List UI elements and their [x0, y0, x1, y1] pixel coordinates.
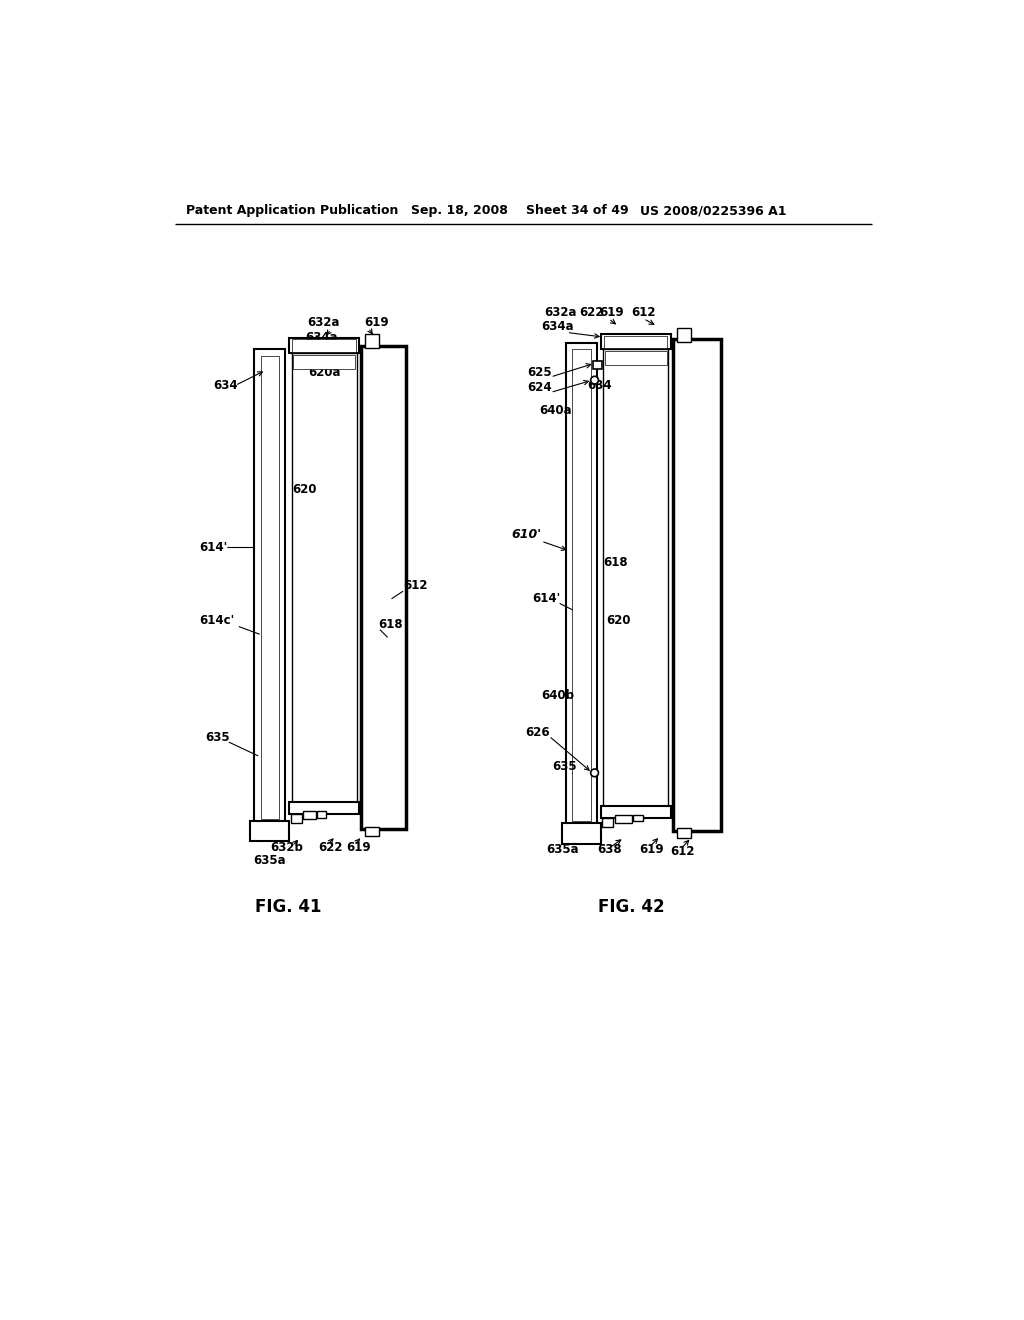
Text: FIG. 42: FIG. 42 — [598, 898, 665, 916]
Bar — [366, 826, 379, 836]
Text: 635a: 635a — [547, 843, 580, 857]
Text: 622: 622 — [317, 841, 342, 854]
Text: 619: 619 — [640, 843, 665, 857]
Bar — [289, 338, 359, 354]
Text: 619: 619 — [346, 841, 371, 854]
Text: 634a: 634a — [541, 319, 573, 333]
Bar — [603, 350, 669, 807]
Text: FIG. 41: FIG. 41 — [255, 898, 322, 916]
Text: 618: 618 — [378, 618, 403, 631]
Text: Sheet 34 of 49: Sheet 34 of 49 — [525, 205, 628, 218]
Text: 638: 638 — [597, 843, 622, 857]
Bar — [251, 821, 289, 841]
Bar — [602, 817, 613, 826]
Circle shape — [591, 376, 598, 384]
Bar — [601, 807, 671, 817]
Bar — [292, 354, 356, 803]
Text: 632a: 632a — [544, 306, 577, 319]
Text: 640b: 640b — [541, 689, 574, 702]
Text: Patent Application Publication: Patent Application Publication — [186, 205, 398, 218]
Text: 635: 635 — [552, 760, 577, 774]
Text: 634: 634 — [588, 379, 612, 392]
Text: 626: 626 — [524, 726, 550, 739]
Text: 618: 618 — [603, 556, 628, 569]
Bar — [673, 339, 721, 830]
Text: 625: 625 — [527, 366, 552, 379]
Text: 634: 634 — [213, 379, 238, 392]
Text: 624: 624 — [527, 381, 552, 395]
Text: 620: 620 — [292, 483, 316, 496]
Text: 634a: 634a — [305, 330, 338, 343]
Bar — [677, 327, 690, 342]
Text: 622: 622 — [579, 306, 603, 319]
Bar — [291, 813, 302, 822]
Bar — [303, 812, 315, 818]
Text: 620: 620 — [606, 614, 631, 627]
Text: 612: 612 — [403, 579, 428, 593]
Text: 640a: 640a — [539, 404, 571, 417]
Bar — [366, 334, 379, 348]
Text: 620a: 620a — [308, 366, 340, 379]
Text: 614': 614' — [200, 541, 227, 554]
Bar — [254, 350, 286, 825]
Text: 635a: 635a — [254, 854, 286, 867]
Bar — [604, 351, 667, 364]
Text: 614c': 614c' — [200, 614, 234, 627]
Bar — [289, 803, 359, 813]
Bar — [678, 345, 716, 826]
Text: 619: 619 — [599, 306, 624, 319]
Bar — [572, 350, 591, 821]
Bar — [293, 355, 355, 368]
Bar — [593, 360, 602, 368]
Bar — [260, 355, 280, 818]
Bar — [566, 343, 597, 826]
Text: 614': 614' — [532, 593, 561, 606]
Text: US 2008/0225396 A1: US 2008/0225396 A1 — [640, 205, 786, 218]
Text: 632b: 632b — [270, 841, 303, 854]
Bar — [601, 334, 671, 350]
Text: 612: 612 — [632, 306, 656, 319]
Circle shape — [591, 770, 598, 776]
Text: 632a: 632a — [307, 315, 340, 329]
Bar — [361, 346, 407, 829]
Bar — [614, 816, 632, 822]
Bar — [317, 812, 327, 817]
Text: 610': 610' — [512, 528, 542, 541]
Text: 635: 635 — [206, 731, 230, 744]
Bar — [366, 350, 401, 825]
Bar — [633, 816, 643, 821]
Bar — [562, 822, 601, 845]
Bar — [604, 335, 668, 348]
Text: Sep. 18, 2008: Sep. 18, 2008 — [411, 205, 508, 218]
Text: 612: 612 — [671, 845, 695, 858]
Bar — [292, 339, 356, 351]
Text: 619: 619 — [365, 315, 389, 329]
Bar — [677, 829, 690, 837]
